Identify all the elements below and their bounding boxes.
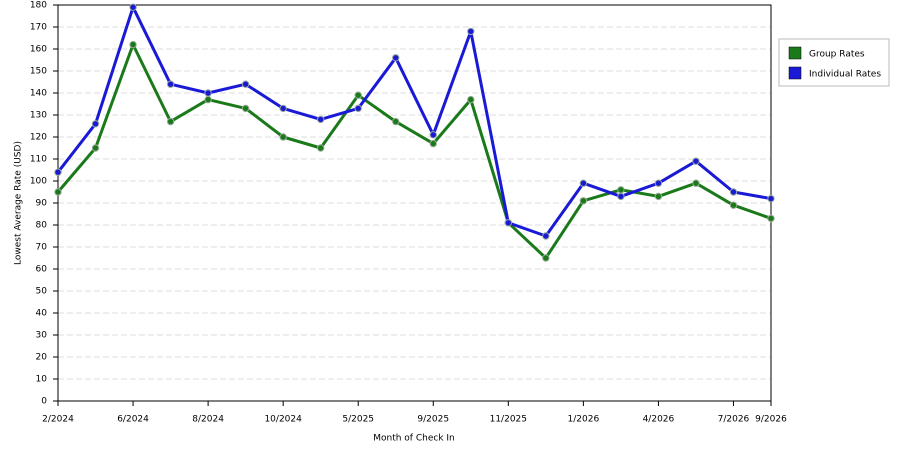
y-tick-label: 120 bbox=[30, 133, 47, 143]
y-tick-label: 80 bbox=[36, 221, 48, 231]
x-axis-title: Month of Check In bbox=[373, 434, 455, 444]
y-tick-label: 150 bbox=[30, 67, 47, 77]
data-point bbox=[279, 133, 287, 141]
y-tick-label: 170 bbox=[30, 23, 47, 33]
plot-frame bbox=[57, 4, 772, 402]
data-point bbox=[654, 192, 663, 201]
y-tick-label: 50 bbox=[36, 287, 48, 297]
legend-label: Group Rates bbox=[809, 50, 865, 60]
y-tick-label: 140 bbox=[30, 89, 47, 99]
data-point bbox=[654, 179, 663, 187]
data-point bbox=[316, 144, 325, 152]
data-point bbox=[729, 188, 738, 196]
data-point bbox=[204, 95, 212, 104]
x-tick-label: 11/2025 bbox=[490, 415, 527, 425]
data-point bbox=[316, 115, 325, 124]
data-point bbox=[241, 104, 250, 113]
data-point bbox=[542, 254, 550, 262]
data-point bbox=[279, 104, 287, 113]
data-point bbox=[54, 188, 62, 196]
data-point bbox=[617, 186, 625, 194]
data-point bbox=[429, 139, 437, 148]
data-point bbox=[54, 168, 62, 176]
data-point bbox=[354, 91, 362, 99]
y-tick-label: 100 bbox=[30, 177, 47, 187]
data-point bbox=[91, 120, 100, 128]
x-tick-label: 10/2024 bbox=[264, 415, 302, 425]
y-tick-label: 160 bbox=[30, 45, 47, 55]
x-tick-label: 9/2025 bbox=[417, 415, 449, 425]
y-tick-label: 70 bbox=[36, 243, 48, 253]
y-tick-label: 110 bbox=[30, 155, 47, 165]
data-point bbox=[579, 197, 588, 205]
y-axis-title: Lowest Average Rate (USD) bbox=[14, 141, 24, 265]
y-tick-label: 60 bbox=[36, 265, 48, 275]
data-point bbox=[542, 232, 550, 240]
y-tick-label: 0 bbox=[41, 397, 47, 407]
data-point bbox=[166, 80, 175, 88]
x-tick-label: 6/2024 bbox=[117, 415, 149, 425]
data-point bbox=[504, 219, 513, 227]
data-point bbox=[166, 117, 175, 126]
data-point bbox=[354, 104, 362, 113]
data-point bbox=[467, 95, 475, 104]
legend-label: Individual Rates bbox=[809, 70, 881, 80]
data-point bbox=[692, 179, 700, 187]
data-point bbox=[429, 131, 437, 139]
legend-swatch bbox=[788, 46, 802, 60]
x-tick-label: 9/2026 bbox=[755, 415, 787, 425]
data-point bbox=[241, 80, 250, 88]
y-tick-label: 20 bbox=[36, 353, 48, 363]
x-tick-label: 4/2026 bbox=[643, 415, 675, 425]
data-point bbox=[129, 40, 137, 49]
data-point bbox=[729, 201, 738, 209]
data-point bbox=[204, 89, 212, 97]
y-tick-label: 10 bbox=[36, 375, 48, 385]
data-point bbox=[767, 194, 775, 203]
x-tick-label: 2/2024 bbox=[42, 415, 74, 425]
series-line bbox=[56, 5, 772, 238]
data-point bbox=[692, 157, 700, 165]
x-tick-label: 1/2026 bbox=[568, 415, 600, 425]
y-tick-label: 30 bbox=[36, 331, 48, 341]
data-point bbox=[767, 214, 775, 223]
data-point bbox=[579, 179, 588, 187]
y-tick-label: 40 bbox=[36, 309, 48, 319]
legend-swatch bbox=[788, 66, 802, 80]
data-point bbox=[392, 54, 400, 62]
x-tick-label: 7/2026 bbox=[718, 415, 750, 425]
x-tick-label: 5/2025 bbox=[342, 415, 374, 425]
data-point bbox=[467, 27, 475, 36]
data-point bbox=[129, 3, 137, 11]
series-line bbox=[56, 43, 772, 260]
y-tick-label: 90 bbox=[36, 199, 48, 209]
y-tick-label: 180 bbox=[30, 1, 47, 11]
data-point bbox=[617, 192, 625, 201]
x-tick-label: 8/2024 bbox=[192, 415, 224, 425]
y-tick-label: 130 bbox=[30, 111, 47, 121]
data-point bbox=[91, 144, 100, 152]
data-point bbox=[392, 117, 400, 126]
